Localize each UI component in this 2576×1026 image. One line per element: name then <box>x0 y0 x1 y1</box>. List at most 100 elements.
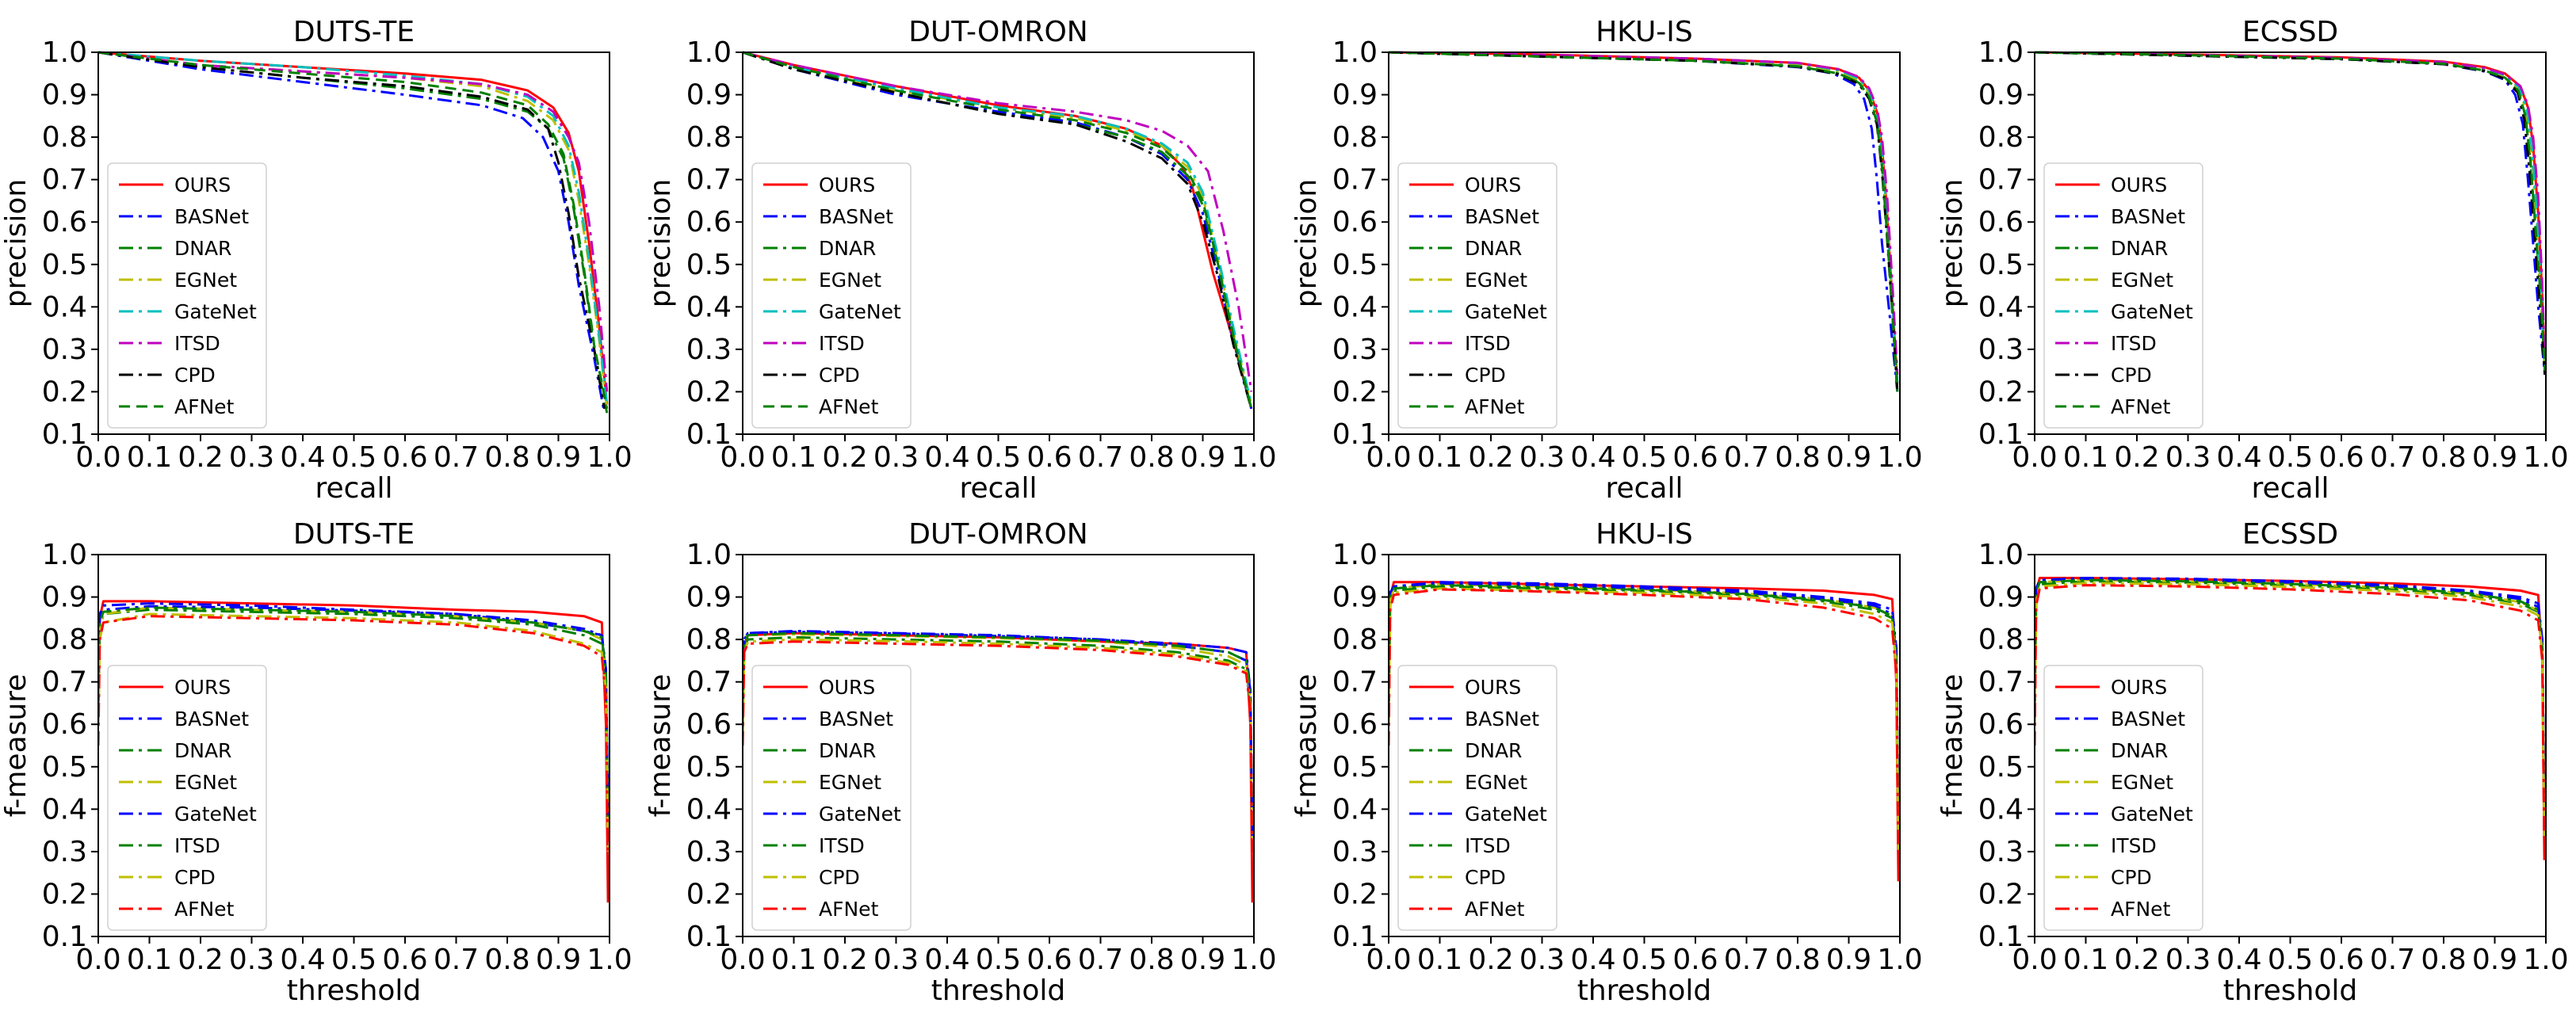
series-group <box>2035 51 2547 376</box>
legend-label: ITSD <box>2111 834 2157 857</box>
series-line-afnet <box>98 615 610 873</box>
y-tick-label: 0.9 <box>1332 79 1378 112</box>
legend-label: OURS <box>819 174 875 196</box>
legend-label: EGNet <box>1465 269 1527 292</box>
x-tick-label: 0.5 <box>1622 944 1667 976</box>
legend-label: EGNet <box>2111 269 2173 292</box>
x-tick-label: 0.4 <box>924 944 969 976</box>
x-tick-label: 0.7 <box>2370 944 2415 976</box>
series-group <box>2035 577 2546 860</box>
x-tick-label: 0.7 <box>1078 441 1123 474</box>
legend: OURS BASNet DNAR EGNet GateNet ITSD CPD AFNet <box>2043 665 2203 931</box>
x-tick-label: 0.3 <box>1519 944 1565 976</box>
y-tick-label: 0.8 <box>42 121 87 154</box>
legend-label: BASNet <box>1465 708 1539 730</box>
x-tick-label: 0.5 <box>331 441 376 474</box>
chart-panel-fm-duts-te: 0.0 0.1 0.2 0.3 0.4 0.5 0.6 0.7 0.8 0.9 1.00.10.20… <box>0 518 633 1007</box>
x-tick-label: 0.8 <box>484 441 529 474</box>
y-tick-label: 0.8 <box>42 624 87 656</box>
y-tick-label: 0.3 <box>686 836 732 868</box>
legend-label: BASNet <box>819 708 893 730</box>
x-axis-label: recall <box>959 472 1037 505</box>
legend-label: DNAR <box>174 739 231 762</box>
y-tick-label: 0.6 <box>686 708 732 741</box>
y-tick-label: 0.1 <box>1978 921 2024 953</box>
legend-frame <box>1397 162 1557 429</box>
y-tick-label: 0.2 <box>686 878 732 910</box>
y-tick-label: 0.9 <box>1978 79 2024 112</box>
x-tick-label: 0.2 <box>178 944 223 976</box>
legend-label: GateNet <box>1465 300 1547 323</box>
legend-label: EGNet <box>819 269 881 292</box>
x-tick-label: 0.4 <box>1570 944 1615 976</box>
legend-label: ITSD <box>174 332 220 355</box>
x-tick-label: 0.6 <box>1672 944 1718 976</box>
y-tick-label: 0.3 <box>42 836 87 868</box>
legend-label: BASNet <box>1465 205 1539 228</box>
y-tick-label: 0.2 <box>1332 376 1378 408</box>
legend-frame <box>2043 665 2203 931</box>
y-tick-label: 0.7 <box>1978 164 2024 196</box>
series-group <box>98 600 610 903</box>
y-tick-label: 0.1 <box>1978 418 2024 451</box>
series-line-gatenet <box>743 631 1254 839</box>
x-tick-label: 0.9 <box>536 441 581 474</box>
legend-label: DNAR <box>2111 237 2168 260</box>
legend-label: OURS <box>2111 174 2167 196</box>
x-tick-label: 0.0 <box>720 944 765 976</box>
y-tick-label: 0.8 <box>686 624 732 656</box>
y-tick-label: 0.3 <box>1978 836 2024 868</box>
y-tick-label: 0.6 <box>42 206 87 238</box>
chart-title: HKU-IS <box>1596 518 1693 551</box>
series-line-gatenet <box>743 51 1253 405</box>
y-tick-label: 0.5 <box>42 249 87 281</box>
x-axis-label: threshold <box>2223 975 2358 1007</box>
x-tick-label: 0.1 <box>2063 944 2108 976</box>
x-tick-label: 0.5 <box>331 944 376 976</box>
legend: OURS BASNet DNAR EGNet GateNet ITSD CPD AFNet <box>751 162 912 429</box>
y-tick-label: 0.4 <box>686 291 732 323</box>
y-tick-label: 0.9 <box>1978 582 2024 614</box>
y-tick-label: 0.1 <box>686 418 732 451</box>
x-tick-label: 0.6 <box>1672 441 1718 474</box>
y-tick-label: 0.3 <box>1978 334 2024 366</box>
legend-label: BASNet <box>819 205 893 228</box>
x-tick-label: 0.4 <box>2216 441 2261 474</box>
y-axis-label: precision <box>1936 179 1969 307</box>
legend-frame <box>1397 665 1557 931</box>
x-axis-label: threshold <box>1577 975 1712 1007</box>
y-tick-label: 0.4 <box>1332 793 1378 826</box>
legend-label: AFNet <box>2111 898 2171 921</box>
y-tick-label: 0.4 <box>1978 291 2024 323</box>
y-tick-label: 1.0 <box>1332 36 1378 69</box>
y-tick-label: 0.6 <box>1332 206 1378 238</box>
chart-title: ECSSD <box>2242 16 2338 48</box>
x-tick-label: 0.9 <box>536 944 581 976</box>
legend-label: AFNet <box>174 898 235 921</box>
x-tick-label: 1.0 <box>2523 441 2568 474</box>
x-tick-label: 1.0 <box>1231 441 1276 474</box>
y-tick-label: 0.3 <box>686 334 732 366</box>
y-tick-label: 0.8 <box>686 121 732 154</box>
legend-label: AFNet <box>1465 395 1525 418</box>
legend-label: CPD <box>2111 364 2152 387</box>
legend-label: DNAR <box>174 237 231 260</box>
legend: OURS BASNet DNAR EGNet GateNet ITSD CPD AFNet <box>1397 162 1557 429</box>
y-tick-label: 0.7 <box>42 666 87 699</box>
x-tick-label: 0.4 <box>924 441 969 474</box>
series-line-afnet <box>1389 588 1900 865</box>
x-axis-label: threshold <box>931 975 1066 1007</box>
chart-panel-pr-ecssd: 0.0 0.1 0.2 0.3 0.4 0.5 0.6 0.7 0.8 0.9 1.00.10.20… <box>1936 16 2569 505</box>
legend-frame <box>751 665 912 931</box>
y-tick-label: 0.5 <box>686 249 732 281</box>
y-tick-label: 0.1 <box>1332 418 1378 451</box>
y-tick-label: 0.7 <box>1332 666 1378 699</box>
y-tick-label: 0.2 <box>1332 878 1378 910</box>
x-tick-label: 0.2 <box>1468 441 1513 474</box>
legend-label: ITSD <box>174 834 220 857</box>
legend-label: AFNet <box>2111 395 2171 418</box>
chart-panel-pr-dut-omron: 0.0 0.1 0.2 0.3 0.4 0.5 0.6 0.7 0.8 0.9 1.00.10.20… <box>644 16 1277 505</box>
x-tick-label: 0.7 <box>434 944 479 976</box>
series-line-cpd <box>1389 587 1900 852</box>
x-tick-label: 0.0 <box>1366 441 1411 474</box>
